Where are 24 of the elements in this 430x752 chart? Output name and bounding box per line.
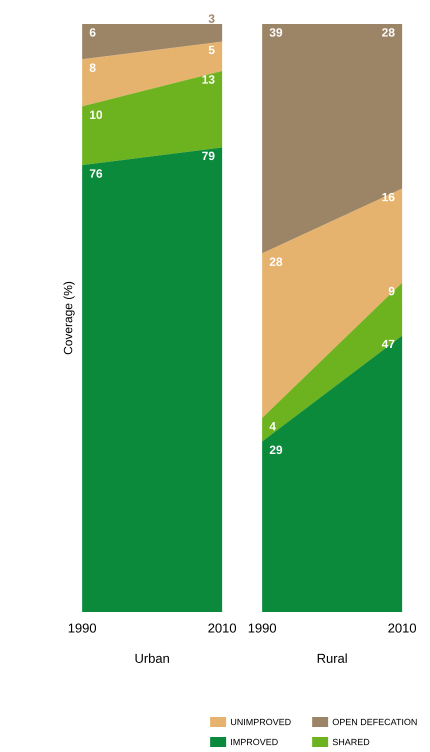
- data-label: 47: [382, 340, 394, 348]
- x-tick-label: 1990: [68, 623, 96, 633]
- legend-label: UNIMPROVED: [230, 718, 291, 726]
- data-label: 5: [208, 46, 215, 54]
- legend-label: OPEN DEFECATION: [332, 718, 417, 726]
- data-label: 6: [90, 28, 96, 37]
- data-label: 10: [90, 110, 102, 119]
- x-axis-title: Urban: [135, 653, 169, 663]
- data-label: 29: [270, 446, 282, 454]
- data-label: 8: [90, 63, 96, 72]
- y-axis-title: Coverage (%): [63, 282, 75, 354]
- legend-label: SHARED: [332, 738, 370, 746]
- data-label: 9: [388, 286, 394, 296]
- data-label: 28: [270, 258, 282, 266]
- data-label: 76: [90, 169, 102, 178]
- data-label: 79: [202, 152, 214, 160]
- data-label: 13: [202, 75, 214, 84]
- data-label: 4: [269, 422, 276, 430]
- legend-label: IMPROVED: [231, 738, 278, 746]
- data-label: 3: [208, 14, 214, 23]
- x-tick-label: 2010: [388, 623, 416, 633]
- x-axis-title: Rural: [318, 653, 347, 663]
- x-tick-label: 2010: [208, 623, 236, 633]
- x-tick-label: 1990: [248, 623, 276, 633]
